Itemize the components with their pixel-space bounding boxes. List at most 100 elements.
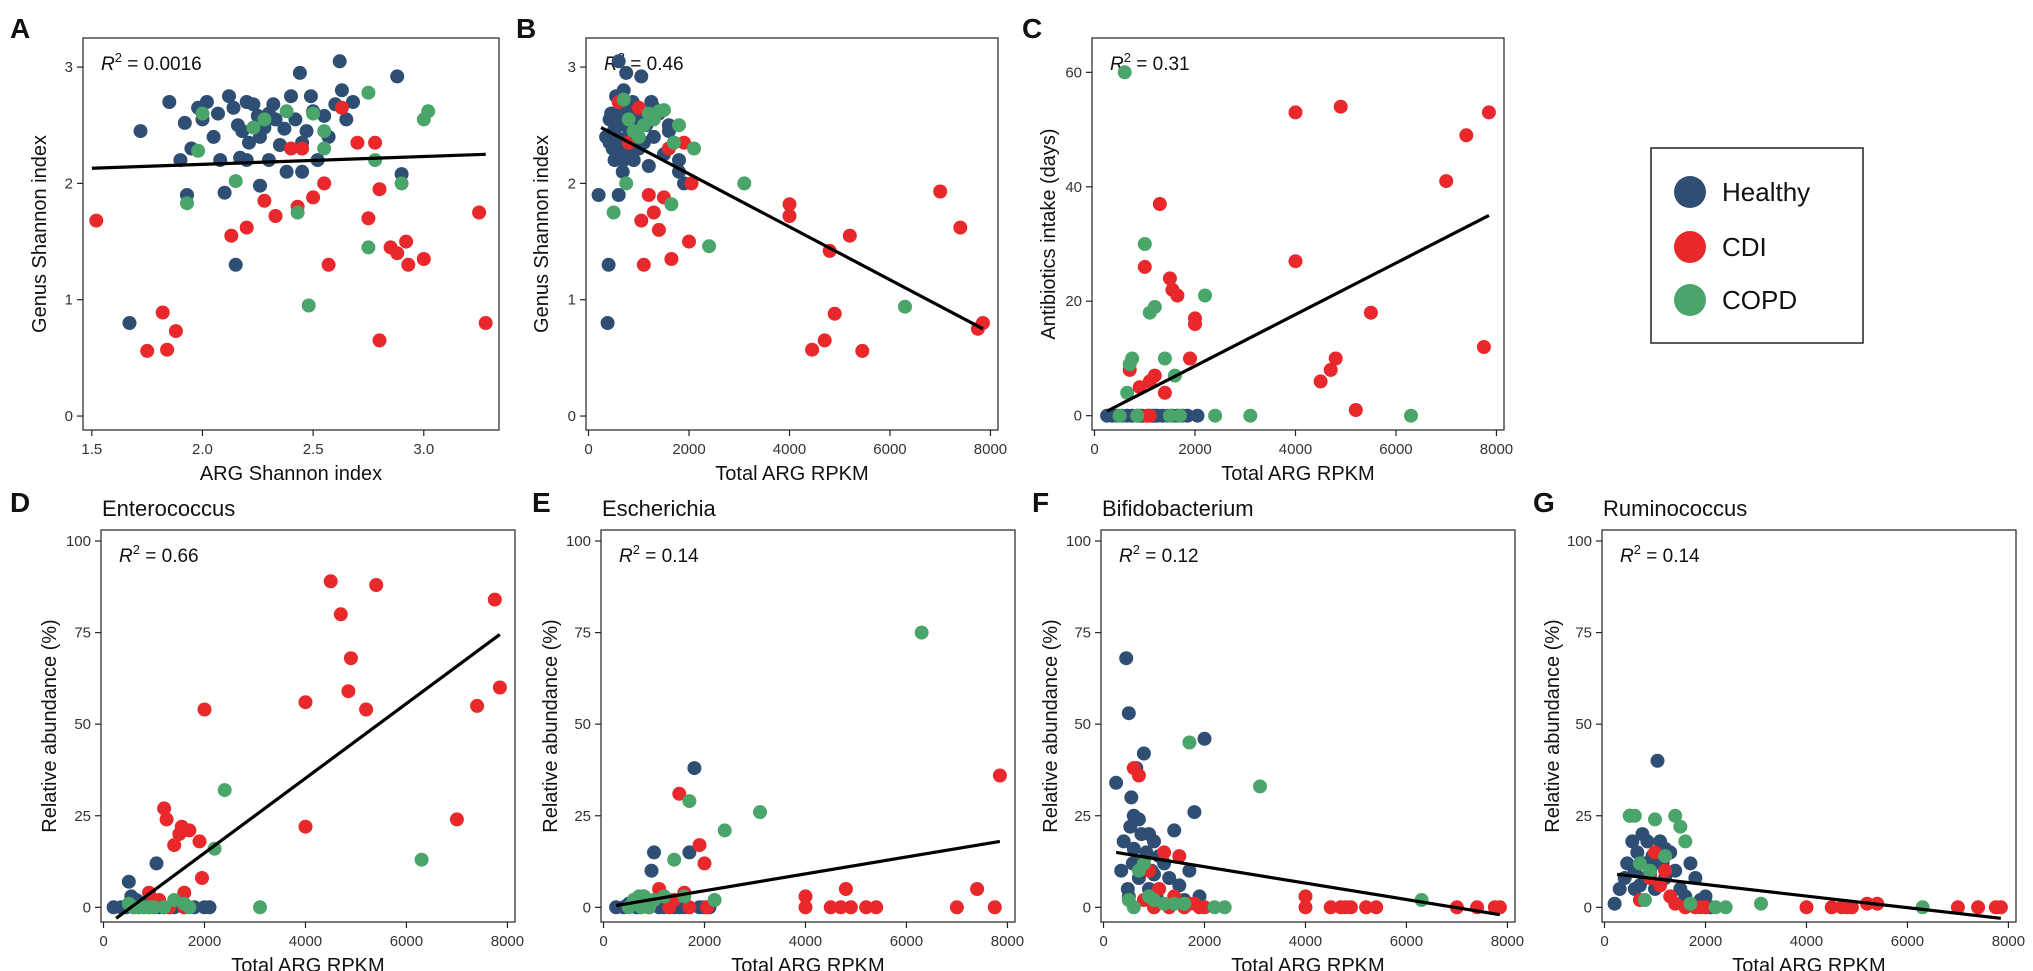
legend-label-copd: COPD	[1722, 285, 1797, 315]
data-point	[1476, 340, 1491, 354]
data-point	[1172, 878, 1187, 893]
data-point	[987, 900, 1002, 915]
data-point	[898, 299, 912, 314]
data-point	[798, 900, 813, 915]
data-point	[737, 176, 752, 191]
y-tick-label: 75	[574, 625, 591, 642]
data-point	[257, 193, 272, 208]
x-tick-label: 1.5	[81, 441, 102, 458]
data-point	[684, 176, 699, 191]
data-point	[1844, 900, 1859, 915]
x-tick-label: 4000	[1279, 441, 1312, 458]
data-point	[217, 185, 232, 200]
y-axis-label: Relative abundance (%)	[1542, 619, 1564, 832]
x-tick-label: 8000	[991, 933, 1024, 950]
x-axis-label: Total ARG RPKM	[231, 955, 384, 971]
data-point	[1198, 288, 1212, 303]
data-point	[334, 100, 349, 115]
plot-frame	[100, 529, 516, 923]
data-point	[177, 115, 192, 130]
series-cdi	[89, 100, 493, 358]
x-axis-label: ARG Shannon index	[200, 463, 382, 485]
y-axis-label: Relative abundance (%)	[540, 619, 562, 832]
data-point	[284, 141, 298, 156]
x-tick-label: 0	[584, 441, 592, 458]
data-point	[157, 900, 172, 915]
data-point	[317, 108, 332, 123]
x-tick-label: 6000	[1891, 933, 1924, 950]
data-point	[1152, 882, 1167, 896]
data-point	[641, 159, 656, 173]
x-tick-label: 2000	[1178, 441, 1211, 458]
data-point	[1673, 819, 1688, 834]
data-point	[470, 698, 485, 713]
data-point	[1116, 834, 1131, 849]
plot-frame	[1091, 37, 1505, 431]
data-point	[140, 343, 155, 358]
data-point	[949, 900, 964, 915]
series-healthy	[591, 54, 691, 330]
data-point	[798, 889, 813, 904]
data-point	[838, 882, 853, 896]
data-point	[1683, 896, 1698, 911]
data-point	[303, 89, 318, 104]
x-tick-label: 8000	[1992, 933, 2025, 950]
data-point	[644, 863, 659, 878]
data-point	[182, 900, 197, 915]
regression-line	[600, 126, 984, 331]
data-point	[611, 54, 626, 69]
data-point	[306, 190, 321, 205]
data-point	[261, 153, 276, 168]
data-point	[368, 135, 383, 150]
data-point	[1363, 305, 1378, 320]
data-point	[817, 333, 832, 348]
data-point	[1170, 288, 1185, 303]
data-point	[372, 182, 387, 197]
x-tick-label: 2.0	[192, 441, 213, 458]
data-point	[147, 900, 161, 915]
panel-title: Bifidobacterium	[1102, 496, 1254, 521]
r-squared-value: 0.66	[162, 546, 199, 567]
x-tick-label: 8000	[1480, 441, 1513, 458]
data-point	[295, 164, 310, 179]
data-point	[1627, 808, 1642, 823]
data-point	[1643, 863, 1657, 878]
data-point	[233, 150, 248, 165]
x-tick-label: 0	[599, 933, 607, 950]
data-point	[472, 205, 487, 220]
data-point	[682, 234, 696, 249]
data-point	[1607, 896, 1622, 911]
y-axis-label: Genus Shannon index	[29, 135, 51, 333]
data-point	[1217, 900, 1232, 915]
data-point	[372, 333, 387, 348]
data-point	[1187, 805, 1202, 820]
data-point	[717, 823, 732, 838]
data-point	[833, 900, 848, 915]
panel-title: Enterococcus	[102, 496, 235, 521]
r-squared-label: R2 = 0.0016	[101, 50, 202, 75]
x-tick-label: 0	[99, 933, 107, 950]
data-point	[317, 141, 332, 156]
y-tick-label: 50	[574, 716, 591, 733]
data-point	[159, 812, 174, 827]
series-copd	[1121, 735, 1429, 915]
data-point	[782, 197, 797, 212]
data-point	[492, 680, 507, 695]
y-tick-label: 2	[65, 175, 73, 192]
series-healthy	[122, 54, 409, 330]
data-point	[646, 129, 661, 144]
y-tick-label: 25	[1575, 808, 1592, 825]
data-point	[1993, 900, 2008, 915]
data-point	[682, 900, 697, 915]
data-point	[394, 176, 409, 191]
data-point	[1147, 300, 1162, 314]
data-point	[1648, 812, 1662, 827]
data-point	[202, 900, 217, 915]
y-tick-label: 100	[66, 533, 91, 550]
data-point	[1824, 900, 1839, 915]
data-point	[253, 178, 267, 193]
y-tick-label: 100	[566, 533, 591, 550]
data-point	[626, 153, 641, 168]
data-point	[672, 153, 686, 168]
data-point	[478, 316, 493, 330]
